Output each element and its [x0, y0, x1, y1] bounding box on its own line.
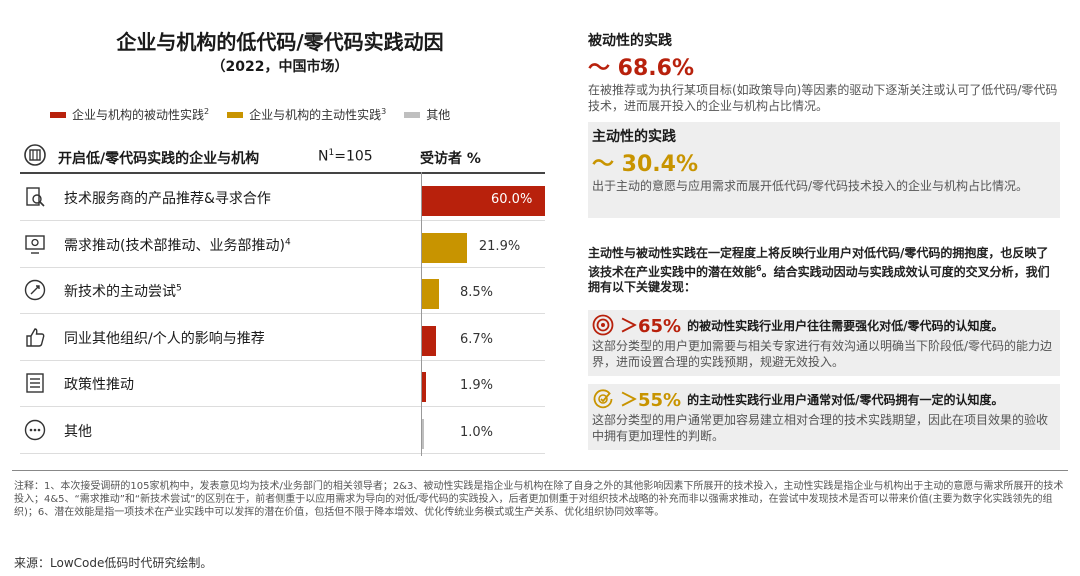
category-label: 同业其他组织/个人的影响与推荐	[64, 330, 265, 347]
pct-header: 受访者 %	[420, 151, 481, 167]
monitor-icon	[25, 234, 45, 254]
legend-label-other: 其他	[426, 108, 451, 122]
bar-value-label: 60.0%	[491, 192, 533, 207]
passive-heading: 被动性的实践	[588, 33, 672, 49]
category-label: 其他	[64, 423, 92, 440]
category-label: 新技术的主动尝试5	[64, 283, 182, 300]
key-findings-intro: 主动性与被动性实践在一定程度上将反映行业用户对低代码/零代码的拥抱度，也反映了该…	[588, 246, 1050, 294]
table-row: 其他 1.0%	[20, 407, 545, 454]
active-heading: 主动性的实践	[592, 129, 676, 145]
category-label: 技术服务商的产品推荐&寻求合作	[64, 191, 271, 207]
legend-label-active: 企业与机构的主动性实践3	[249, 107, 387, 122]
bar	[422, 279, 440, 309]
check-ring-icon	[593, 389, 613, 409]
sample-size: N1=105	[318, 148, 373, 165]
passive-desc: 在被推荐或为执行某项目标(如政策导向)等因素的驱动下逐渐关注或认可了低代码/零代…	[588, 83, 1058, 113]
footnote: 注释：1、本次接受调研的105家机构中，发表意见均为技术/业务部门的相关领导者；…	[14, 481, 1064, 518]
finding-2-text: 的主动性实践行业用户通常对低/零代码拥有一定的认知度。	[687, 392, 1004, 407]
bar	[422, 372, 426, 402]
finding-2-head: ＞55% 的主动性实践行业用户通常对低/零代码拥有一定的认知度。	[592, 386, 1054, 412]
table-row: 政策性推动 1.9%	[20, 360, 545, 407]
bar	[422, 325, 436, 356]
footer-divider	[12, 470, 1068, 471]
category-label: 需求推动(技术部推动、业务部推动)4	[64, 236, 291, 254]
active-panel: 主动性的实践 ～ 30.4% 出于主动的意愿与应用需求而展开低代码/零代码技术投…	[588, 122, 1060, 218]
legend-swatch-active	[227, 111, 244, 118]
legend-item-passive: 企业与机构的被动性实践2	[50, 106, 209, 123]
bar-value-label: 1.9%	[460, 378, 494, 393]
legend-label-passive: 企业与机构的被动性实践2	[72, 107, 210, 122]
bar-value-label: 21.9%	[478, 238, 521, 254]
finding-1-text: 的被动性实践行业用户往往需要强化对低/零代码的认知度。	[687, 318, 1004, 333]
thumbs-up-icon	[26, 327, 45, 347]
table-row: 技术服务商的产品推荐&寻求合作 60.0%	[20, 174, 545, 221]
target-icon	[592, 314, 614, 336]
bar-value-label: 1.0%	[460, 424, 494, 440]
chart-title: 企业与机构的低代码/零代码实践动因	[116, 30, 444, 54]
passive-panel: 被动性的实践 ～ 68.6% 在被推荐或为执行某项目标(如政策导向)等因素的驱动…	[588, 30, 1060, 114]
search-document-icon	[26, 187, 45, 207]
table-row: 需求推动(技术部推动、业务部推动)4 21.9%	[20, 221, 545, 268]
rocket-icon	[24, 279, 46, 301]
more-circle-icon	[24, 419, 46, 440]
finding-2: ＞55% 的主动性实践行业用户通常对低/零代码拥有一定的认知度。 这部分类型的用…	[588, 384, 1060, 450]
legend-item-active: 企业与机构的主动性实践3	[227, 106, 386, 123]
legend-swatch-other	[404, 111, 421, 118]
bar	[422, 418, 425, 449]
table-row: 同业其他组织/个人的影响与推荐 6.7%	[20, 314, 545, 361]
finding-1: ＞65% 的被动性实践行业用户往往需要强化对低/零代码的认知度。 这部分类型的用…	[588, 310, 1060, 376]
passive-value: ～ 68.6%	[588, 56, 694, 81]
table-header: 开启低/零代码实践的企业与机构 N1=105 受访者 %	[20, 140, 545, 174]
finding-1-number: ＞65%	[620, 316, 682, 337]
active-desc: 出于主动的意愿与应用需求而展开低代码/零代码技术投入的企业与机构占比情况。	[592, 179, 1029, 193]
table-row: 新技术的主动尝试5 8.5%	[20, 267, 545, 314]
finding-2-number: ＞55%	[620, 390, 682, 411]
building-icon	[24, 144, 46, 166]
legend-item-other: 其他	[404, 106, 450, 123]
finding-2-desc: 这部分类型的用户通常更加容易建立相对合理的技术实践期望，因此在项目效果的验收中拥…	[592, 413, 1049, 443]
finding-1-head: ＞65% 的被动性实践行业用户往往需要强化对低/零代码的认知度。	[592, 312, 1054, 338]
bar	[422, 186, 545, 216]
document-list-icon	[26, 373, 44, 393]
category-label: 政策性推动	[64, 377, 134, 393]
finding-1-desc: 这部分类型的用户更加需要与相关专家进行有效沟通以明确当下阶段低/零代码的能力边界…	[592, 339, 1053, 369]
active-value: ～ 30.4%	[592, 152, 698, 177]
chart-subtitle: （2022，中国市场）	[211, 59, 349, 75]
bar	[422, 232, 467, 263]
source-note: 来源：LowCode低码时代研究绘制。	[14, 556, 213, 570]
legend-swatch-passive	[50, 111, 66, 118]
bar-value-label: 6.7%	[460, 331, 494, 347]
chart-legend: 企业与机构的被动性实践2 企业与机构的主动性实践3 其他	[50, 106, 450, 123]
table-header-label: 开启低/零代码实践的企业与机构	[58, 151, 260, 167]
chart-baseline	[421, 172, 422, 456]
bar-value-label: 8.5%	[460, 285, 494, 300]
